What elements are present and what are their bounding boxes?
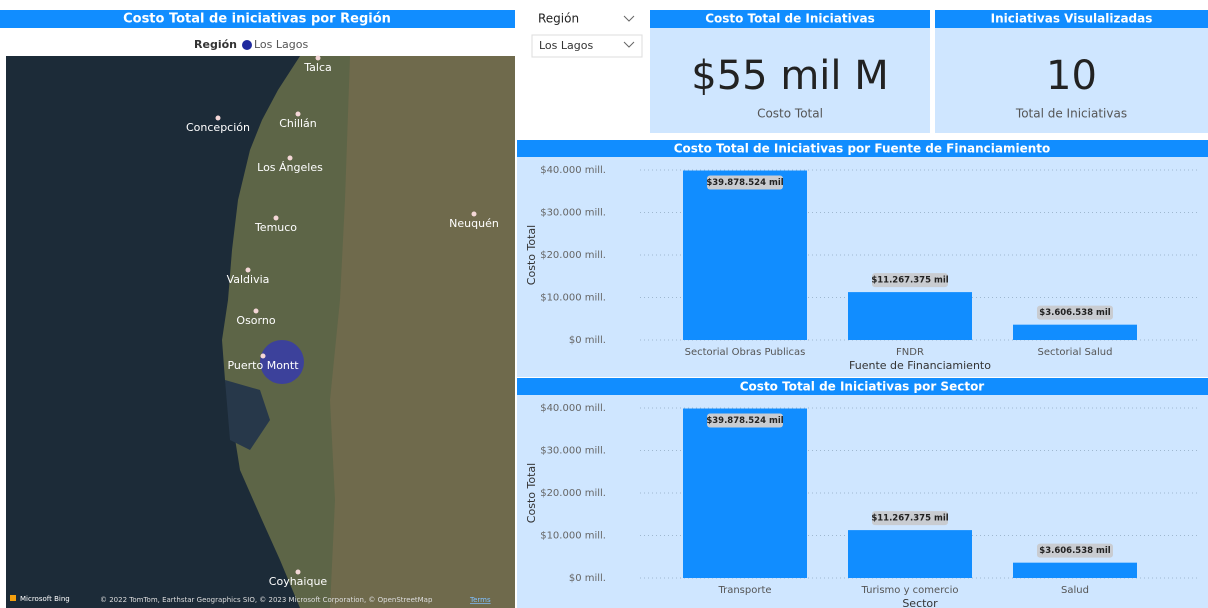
- place-dot: [273, 215, 279, 221]
- y-tick-label: $10.000 mill.: [540, 293, 606, 304]
- legend-title: Región: [194, 38, 237, 51]
- y-tick-label: $20.000 mill.: [540, 250, 606, 261]
- card: [935, 10, 1208, 133]
- bar[interactable]: [848, 530, 972, 578]
- region-bubble[interactable]: [260, 340, 304, 384]
- y-tick-label: $20.000 mill.: [540, 488, 606, 499]
- y-tick-label: $40.000 mill.: [540, 165, 606, 176]
- y-tick-label: $30.000 mill.: [540, 208, 606, 219]
- place-dot: [295, 111, 301, 117]
- x-tick-label: Sectorial Salud: [1038, 347, 1113, 358]
- data-label-bg: [1037, 543, 1113, 558]
- x-tick-label: Sectorial Obras Publicas: [685, 347, 806, 358]
- y-axis-title: Costo Total: [525, 463, 538, 523]
- slicer-label: Región: [538, 12, 579, 26]
- data-label: $39.878.524 mil: [706, 178, 783, 188]
- place-label: Concepción: [186, 121, 250, 134]
- legend-dot: [242, 40, 252, 50]
- map-title: Costo Total de iniciativas por Región: [123, 12, 391, 27]
- bar[interactable]: [1013, 562, 1137, 578]
- y-tick-label: $0 mill.: [569, 573, 606, 584]
- place-dot: [253, 308, 259, 314]
- y-tick-label: $10.000 mill.: [540, 531, 606, 542]
- place-dot: [287, 155, 293, 161]
- card-value: $55 mil M: [691, 53, 888, 99]
- place-label: Chillán: [279, 117, 317, 130]
- title-bar: [650, 10, 930, 28]
- data-label: $11.267.375 mil: [871, 276, 948, 286]
- data-label-bg: [707, 175, 783, 190]
- x-axis-title: Fuente de Financiamiento: [849, 359, 991, 372]
- attribution: © 2022 TomTom, Earthstar Geographics SIO…: [100, 596, 433, 604]
- data-label-bg: [707, 413, 783, 428]
- bar[interactable]: [1013, 324, 1137, 340]
- chart-title: Costo Total de Iniciativas por Sector: [740, 380, 985, 394]
- card-title: Iniciativas Visulalizadas: [991, 12, 1153, 26]
- x-tick-label: FNDR: [896, 347, 924, 358]
- slicer-value[interactable]: Los Lagos: [539, 39, 593, 52]
- card-caption: Total de Iniciativas: [1015, 107, 1127, 121]
- title-bar: [517, 140, 1208, 157]
- brand: Microsoft Bing: [20, 595, 70, 603]
- data-label-bg: [872, 511, 948, 526]
- data-label-bg: [872, 273, 948, 288]
- x-tick-label: Transporte: [717, 585, 771, 596]
- card-caption: Costo Total: [757, 107, 823, 121]
- x-tick-label: Turismo y comercio: [861, 585, 959, 596]
- x-axis-title: Sector: [902, 597, 938, 608]
- bar[interactable]: [683, 170, 807, 340]
- bar[interactable]: [683, 408, 807, 578]
- place-dot: [295, 569, 301, 575]
- place-dot: [315, 55, 321, 61]
- bar[interactable]: [848, 292, 972, 340]
- gulf: [225, 380, 270, 450]
- card-title: Costo Total de Iniciativas: [705, 12, 875, 26]
- y-tick-label: $30.000 mill.: [540, 446, 606, 457]
- chevron[interactable]: [623, 15, 635, 22]
- title-bar: [517, 378, 1208, 395]
- y-tick-label: $0 mill.: [569, 335, 606, 346]
- title-bar: [0, 10, 515, 28]
- bing-logo: [10, 595, 16, 601]
- card: [650, 10, 930, 133]
- dropdown[interactable]: [531, 34, 643, 58]
- place-dot: [471, 211, 477, 217]
- y-axis-title: Costo Total: [525, 225, 538, 285]
- place-label: Valdivia: [227, 273, 270, 286]
- place-label: Neuquén: [449, 217, 499, 230]
- place-label: Los Ángeles: [257, 161, 323, 174]
- card-value: 10: [1046, 53, 1097, 99]
- y-tick-label: $40.000 mill.: [540, 403, 606, 414]
- place-dot: [245, 267, 251, 273]
- chart-bg: [517, 140, 1208, 377]
- terms-link[interactable]: Terms: [469, 596, 491, 604]
- place-label: Coyhaique: [269, 575, 328, 588]
- data-label: $3.606.538 mil: [1039, 546, 1111, 556]
- place-label: Temuco: [254, 221, 297, 234]
- place-label: Puerto Montt: [227, 359, 299, 372]
- x-tick-label: Salud: [1061, 585, 1089, 596]
- data-label: $3.606.538 mil: [1039, 308, 1111, 318]
- data-label: $39.878.524 mil: [706, 416, 783, 426]
- chart-title: Costo Total de Iniciativas por Fuente de…: [674, 142, 1051, 156]
- chevron[interactable]: [623, 41, 635, 48]
- legend-item[interactable]: Los Lagos: [254, 38, 308, 51]
- andes: [330, 56, 515, 608]
- place-dot: [260, 353, 266, 359]
- data-label-bg: [1037, 305, 1113, 320]
- data-label: $11.267.375 mil: [871, 514, 948, 524]
- place-label: Osorno: [236, 314, 275, 327]
- place-label: Talca: [303, 61, 331, 74]
- place-dot: [215, 115, 221, 121]
- title-bar: [935, 10, 1208, 28]
